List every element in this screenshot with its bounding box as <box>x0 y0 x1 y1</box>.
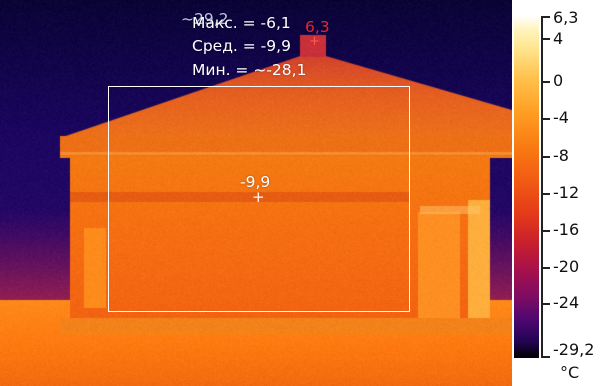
scale-tick <box>542 303 550 305</box>
scale-tick <box>542 16 550 18</box>
scale-tick <box>542 118 550 120</box>
hot-spot-crosshair-icon[interactable]: + <box>309 34 320 49</box>
scale-tick-label: -4 <box>553 110 569 126</box>
scale-tick <box>542 193 550 195</box>
temperature-scale: 6,3 4 0 -4 -8 -12 -16 -20 -24 -29,2 °C <box>512 0 616 386</box>
scale-tick <box>542 81 550 83</box>
scale-tick-label: -24 <box>553 295 579 311</box>
scale-tick-label: 6,3 <box>553 10 578 26</box>
scale-tick-label: -8 <box>553 148 569 164</box>
scale-tick-label: 4 <box>553 31 563 47</box>
scale-tick-label: -12 <box>553 185 579 201</box>
scale-tick <box>542 356 550 358</box>
max-temperature-readout: Макс. = -6,1 <box>192 14 291 32</box>
scale-axis-line <box>541 16 543 358</box>
center-crosshair-icon[interactable]: + <box>252 190 265 205</box>
min-temperature-readout: Мин. = ~-28,1 <box>192 61 306 79</box>
scale-tick <box>542 38 550 40</box>
scale-tick-label: -20 <box>553 259 579 275</box>
scale-tick <box>542 156 550 158</box>
temperature-unit-label: °C <box>560 363 579 382</box>
scale-tick <box>542 267 550 269</box>
color-scale-bar <box>514 16 539 358</box>
scale-tick-label: -29,2 <box>553 342 594 358</box>
scale-tick <box>542 230 550 232</box>
avg-temperature-readout: Сред. = -9,9 <box>192 37 291 55</box>
scale-tick-label: -16 <box>553 222 579 238</box>
scale-tick-label: 0 <box>553 73 563 89</box>
